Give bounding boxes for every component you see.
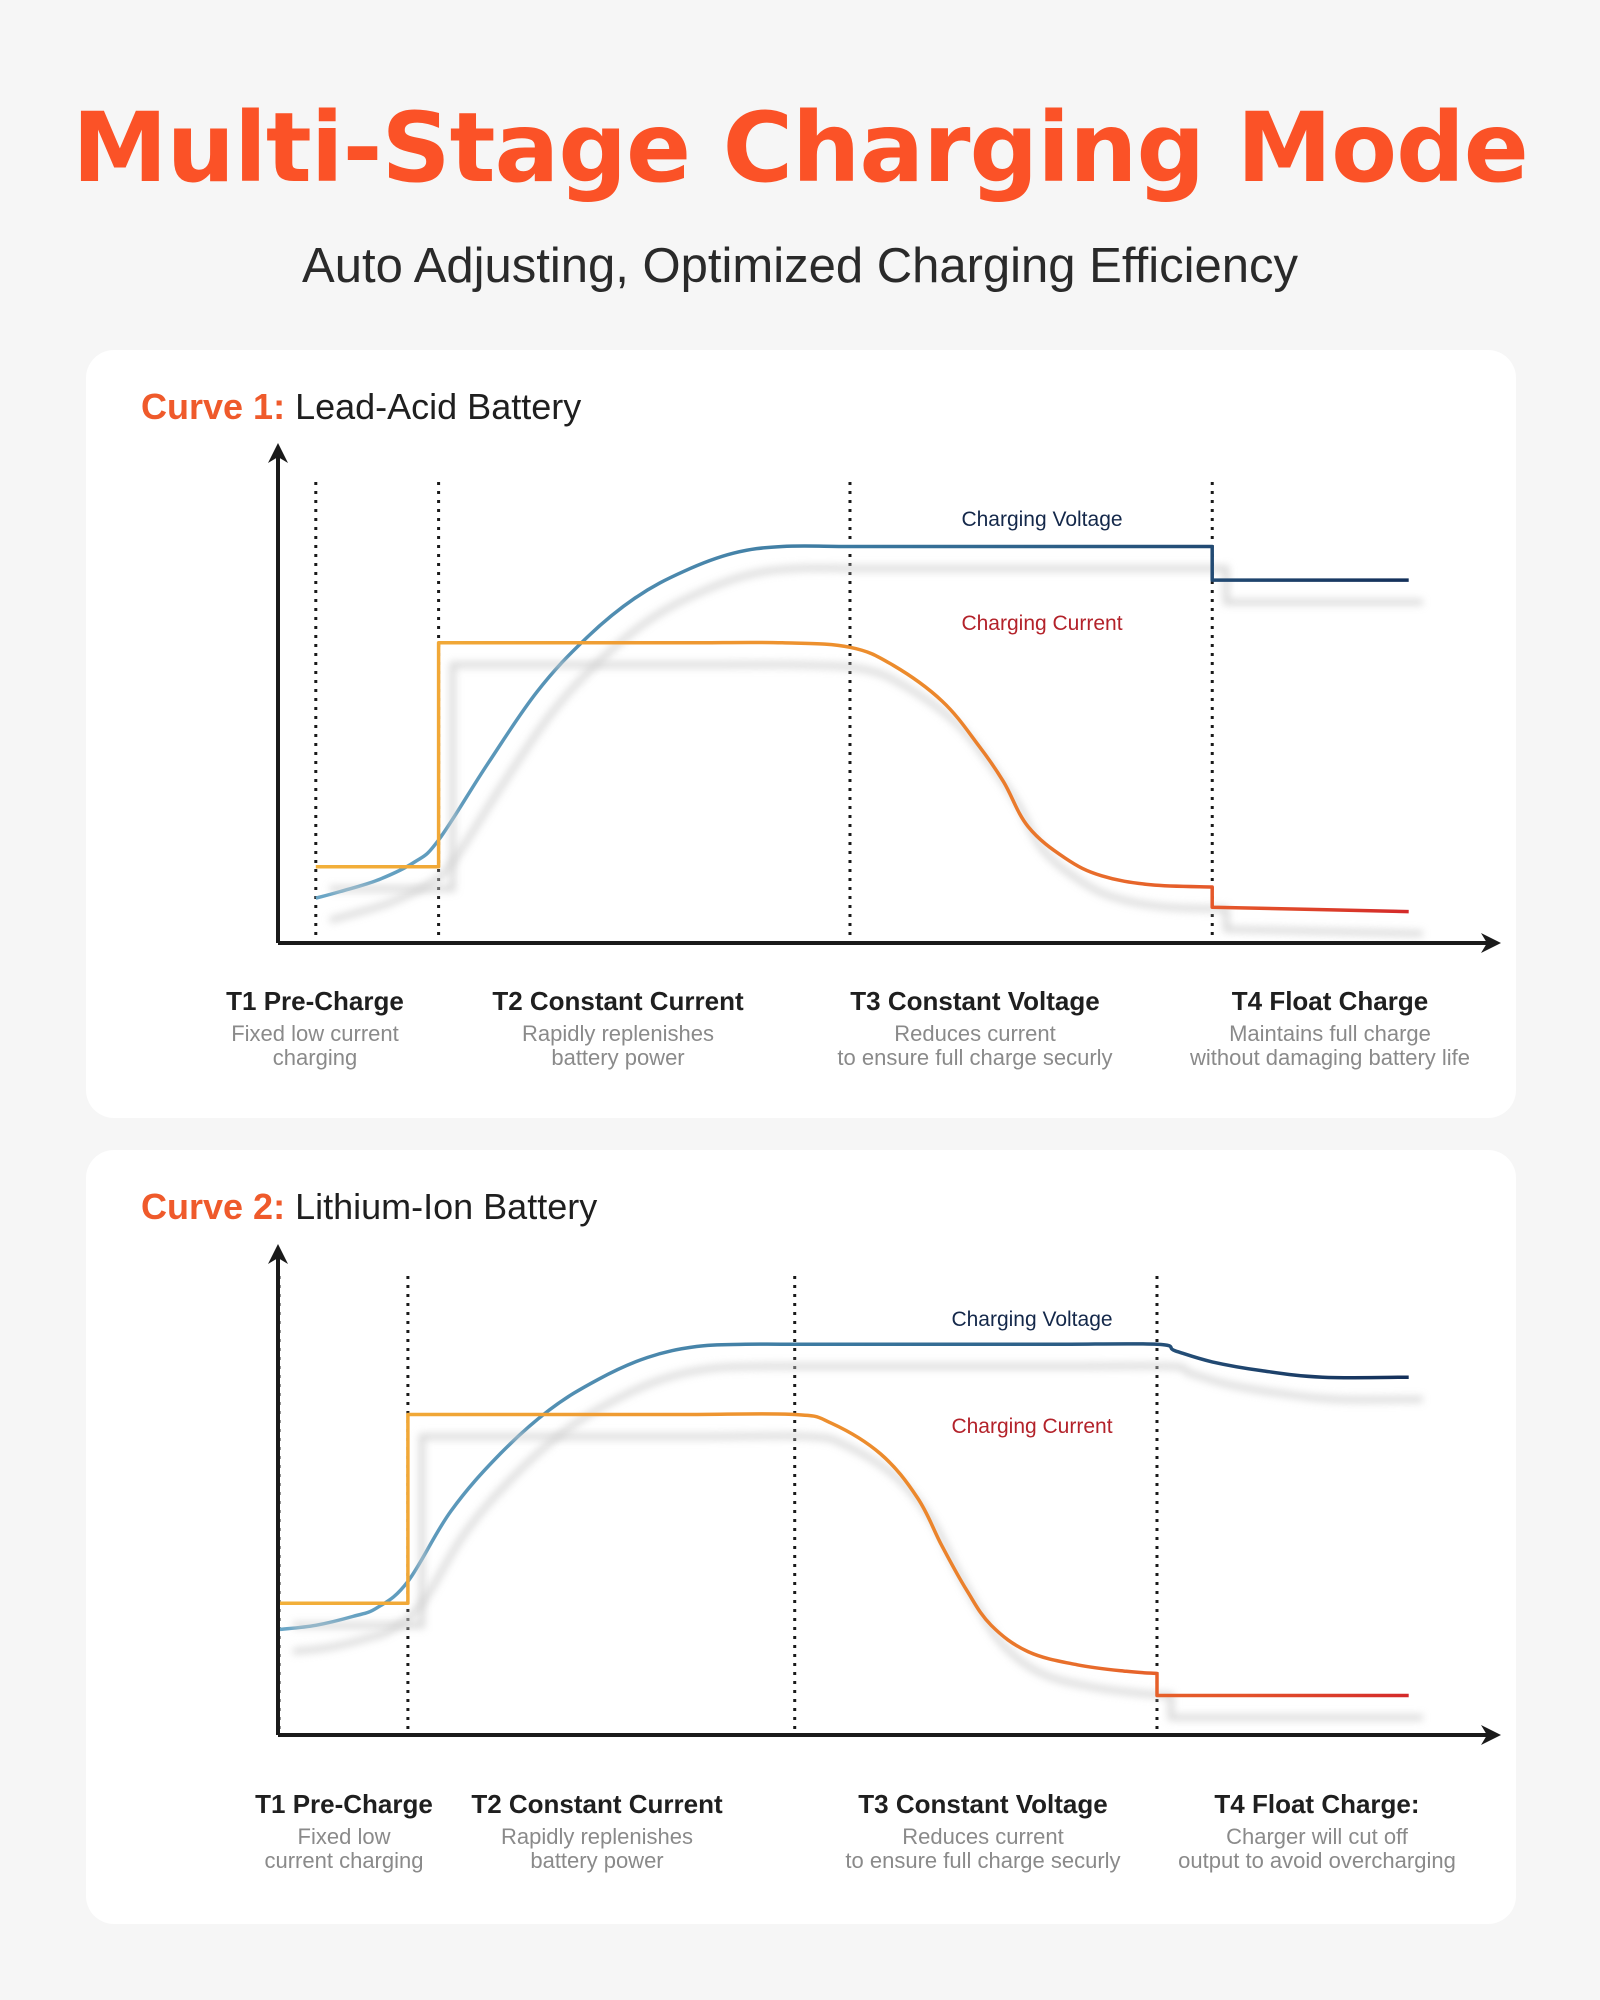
- chart-title: Curve 1: Lead-Acid Battery: [141, 386, 581, 428]
- series-shadow: [292, 1362, 1423, 1655]
- stage-title: T4 Float Charge:: [1214, 1789, 1419, 1819]
- stage-title: T2 Constant Current: [492, 986, 744, 1016]
- chart-card-lithium-ion: Curve 2: Lithium-Ion Battery Charging Vo…: [86, 1150, 1516, 1924]
- chart-title-name: Lead-Acid Battery: [295, 386, 582, 427]
- chart-card-lead-acid: Curve 1: Lead-Acid Battery Charging Volt…: [86, 350, 1516, 1118]
- stage-description: current charging: [265, 1848, 424, 1873]
- lithium-ion-chart: Charging Voltage Charging Current T1 Pre-C…: [255, 1244, 1501, 1873]
- stage-description: Fixed low: [298, 1824, 391, 1849]
- stage-title: T3 Constant Voltage: [850, 986, 1099, 1016]
- stage-description: Fixed low current: [231, 1021, 399, 1046]
- stage-title: T3 Constant Voltage: [858, 1789, 1107, 1819]
- stage-description: output to avoid overcharging: [1178, 1848, 1456, 1873]
- stage-title: T4 Float Charge: [1232, 986, 1428, 1016]
- current-curve: [315, 640, 1409, 914]
- stage-description: battery power: [530, 1848, 663, 1873]
- stage-title: T1 Pre-Charge: [226, 986, 404, 1016]
- stage-description: charging: [273, 1045, 357, 1070]
- chart-title-tag: Curve 2:: [141, 1186, 286, 1227]
- stage-description: Charger will cut off: [1226, 1824, 1409, 1849]
- stage-title: T1 Pre-Charge: [255, 1789, 433, 1819]
- page-title: Multi-Stage Charging Mode: [72, 92, 1529, 204]
- stage-title: T2 Constant Current: [471, 1789, 723, 1819]
- chart-title-name: Lithium-Ion Battery: [295, 1186, 598, 1227]
- stage-description: battery power: [551, 1045, 684, 1070]
- voltage-curve: [315, 544, 1409, 900]
- stage-description: Reduces current: [894, 1021, 1055, 1046]
- stage-description: Rapidly replenishes: [501, 1824, 693, 1849]
- current-curve: [278, 1412, 1409, 1698]
- voltage-label: Charging Voltage: [961, 508, 1122, 531]
- series-shadow: [329, 564, 1423, 924]
- series-shadow: [293, 1432, 1423, 1721]
- series-shadow: [329, 661, 1423, 937]
- voltage-curve: [278, 1342, 1409, 1632]
- stage-description: Rapidly replenishes: [522, 1021, 714, 1046]
- stage-description: to ensure full charge securly: [845, 1848, 1120, 1873]
- current-label: Charging Current: [951, 1415, 1112, 1438]
- chart-title-tag: Curve 1:: [141, 386, 286, 427]
- stage-description: to ensure full charge securly: [837, 1045, 1112, 1070]
- chart-title: Curve 2: Lithium-Ion Battery: [141, 1186, 597, 1228]
- stage-description: Reduces current: [902, 1824, 1063, 1849]
- stage-description: without damaging battery life: [1189, 1045, 1470, 1070]
- current-label: Charging Current: [961, 612, 1122, 635]
- stage-description: Maintains full charge: [1229, 1021, 1431, 1046]
- lead-acid-chart: Charging Voltage Charging Current T1 Pre-C…: [226, 443, 1501, 1070]
- page-subtitle: Auto Adjusting, Optimized Charging Effic…: [302, 239, 1298, 293]
- voltage-label: Charging Voltage: [951, 1308, 1112, 1331]
